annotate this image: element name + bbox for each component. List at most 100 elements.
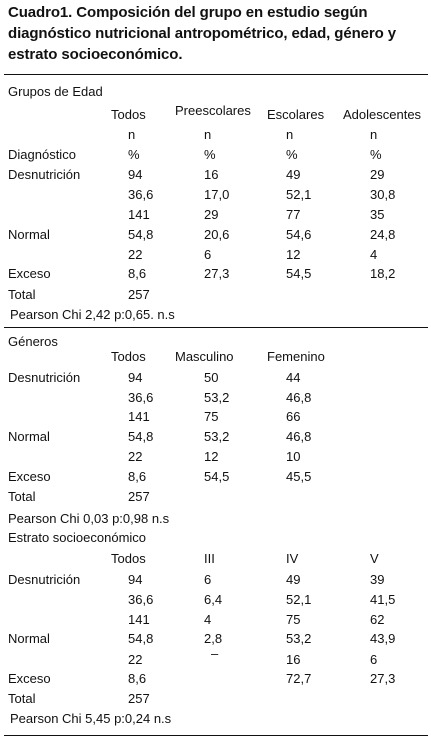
top-rule [4,74,428,75]
pct-label: % [128,147,140,162]
row-label: Total [8,691,36,706]
cell: 22 [128,449,143,464]
pearson-stat: Pearson Chi 5,45 p:0,24 n.s [10,711,172,726]
cell: 18,2 [370,266,396,281]
cell: 94 [128,167,143,182]
cell: 50 [204,370,219,385]
cell: 141 [128,409,150,424]
n-label: n [370,127,378,142]
cell: 16 [286,652,301,667]
cell: 52,1 [286,187,312,202]
pct-label: % [204,147,216,162]
cell: 24,8 [370,227,396,242]
cell: 257 [128,287,150,302]
cell: 141 [128,612,150,627]
row-label: Exceso [8,266,51,281]
cell: 39 [370,572,385,587]
row-label: Total [8,287,36,302]
cell: 54,5 [204,469,230,484]
col-header: IV [286,551,299,566]
cell: 12 [204,449,219,464]
cell: 27,3 [204,266,230,281]
cell: 29 [370,167,385,182]
cell: 8,6 [128,671,147,686]
cell: 54,8 [128,429,154,444]
cell: 94 [128,572,143,587]
cell: 54,8 [128,631,154,646]
row-label: Normal [8,631,50,646]
cell: 53,2 [204,429,230,444]
row-label: Exceso [8,469,51,484]
cell: 16 [204,167,219,182]
cell: 72,7 [286,671,312,686]
row-label: Desnutrición [8,370,81,385]
cell: 29 [204,207,219,222]
pearson-stat: Pearson Chi 0,03 p:0,98 n.s [8,511,170,526]
bottom-rule [4,735,428,736]
cell: 53,2 [286,631,312,646]
row-label: Desnutrición [8,167,81,182]
cell: 35 [370,207,385,222]
table-title: Cuadro1. Composición del grupo en estudi… [8,4,396,63]
cell: 22 [128,247,143,262]
cell: 36,6 [128,592,154,607]
cell: 46,8 [286,429,312,444]
pct-label: % [286,147,298,162]
cell: 17,0 [204,187,230,202]
cell: 45,5 [286,469,312,484]
cell: 36,6 [128,390,154,405]
pct-label: % [370,147,382,162]
col-header: Todos [111,349,146,364]
cell: 77 [286,207,301,222]
col-header: V [370,551,379,566]
cell: 49 [286,167,301,182]
col-header: Todos [111,551,146,566]
cell: 62 [370,612,385,627]
row-label: Normal [8,429,50,444]
cell: 44 [286,370,301,385]
pearson-stat: Pearson Chi 2,42 p:0,65. n.s [10,307,175,322]
row-label: Exceso [8,671,51,686]
cell: 20,6 [204,227,230,242]
cell: 43,9 [370,631,396,646]
cell: 6 [204,572,212,587]
cell: 66 [286,409,301,424]
cell: 54,8 [128,227,154,242]
cell: 6 [370,652,378,667]
cell: 10 [286,449,301,464]
cell: 4 [370,247,378,262]
cell: 6 [204,247,212,262]
row-label: Total [8,489,36,504]
cell: 49 [286,572,301,587]
cell: 94 [128,370,143,385]
col-header: Preescolares [175,103,251,118]
section-header-age: Grupos de Edad [8,84,103,99]
section-header-stratum: Estrato socioeconómico [8,530,147,545]
cell: 52,1 [286,592,312,607]
n-label: n [128,127,136,142]
cell: 141 [128,207,150,222]
col-header: Femenino [267,349,325,364]
n-label: n [286,127,294,142]
cell: 41,5 [370,592,396,607]
cell: 8,6 [128,266,147,281]
cell: 8,6 [128,469,147,484]
cell: 46,8 [286,390,312,405]
col-header: Escolares [267,107,325,122]
cell: 4 [204,612,212,627]
n-label: n [204,127,212,142]
cell: 54,5 [286,266,312,281]
col-header: Masculino [175,349,234,364]
cell: 75 [286,612,301,627]
cell: 36,6 [128,187,154,202]
cell: 6,4 [204,592,223,607]
section-header-gender: Géneros [8,334,58,349]
col-header: Adolescentes [343,107,422,122]
col-header: III [204,551,215,566]
cell: 257 [128,489,150,504]
cell: 54,6 [286,227,312,242]
cell: 22 [128,652,143,667]
cell: – [211,646,219,661]
col-header: Todos [111,107,146,122]
row-label: Desnutrición [8,572,81,587]
